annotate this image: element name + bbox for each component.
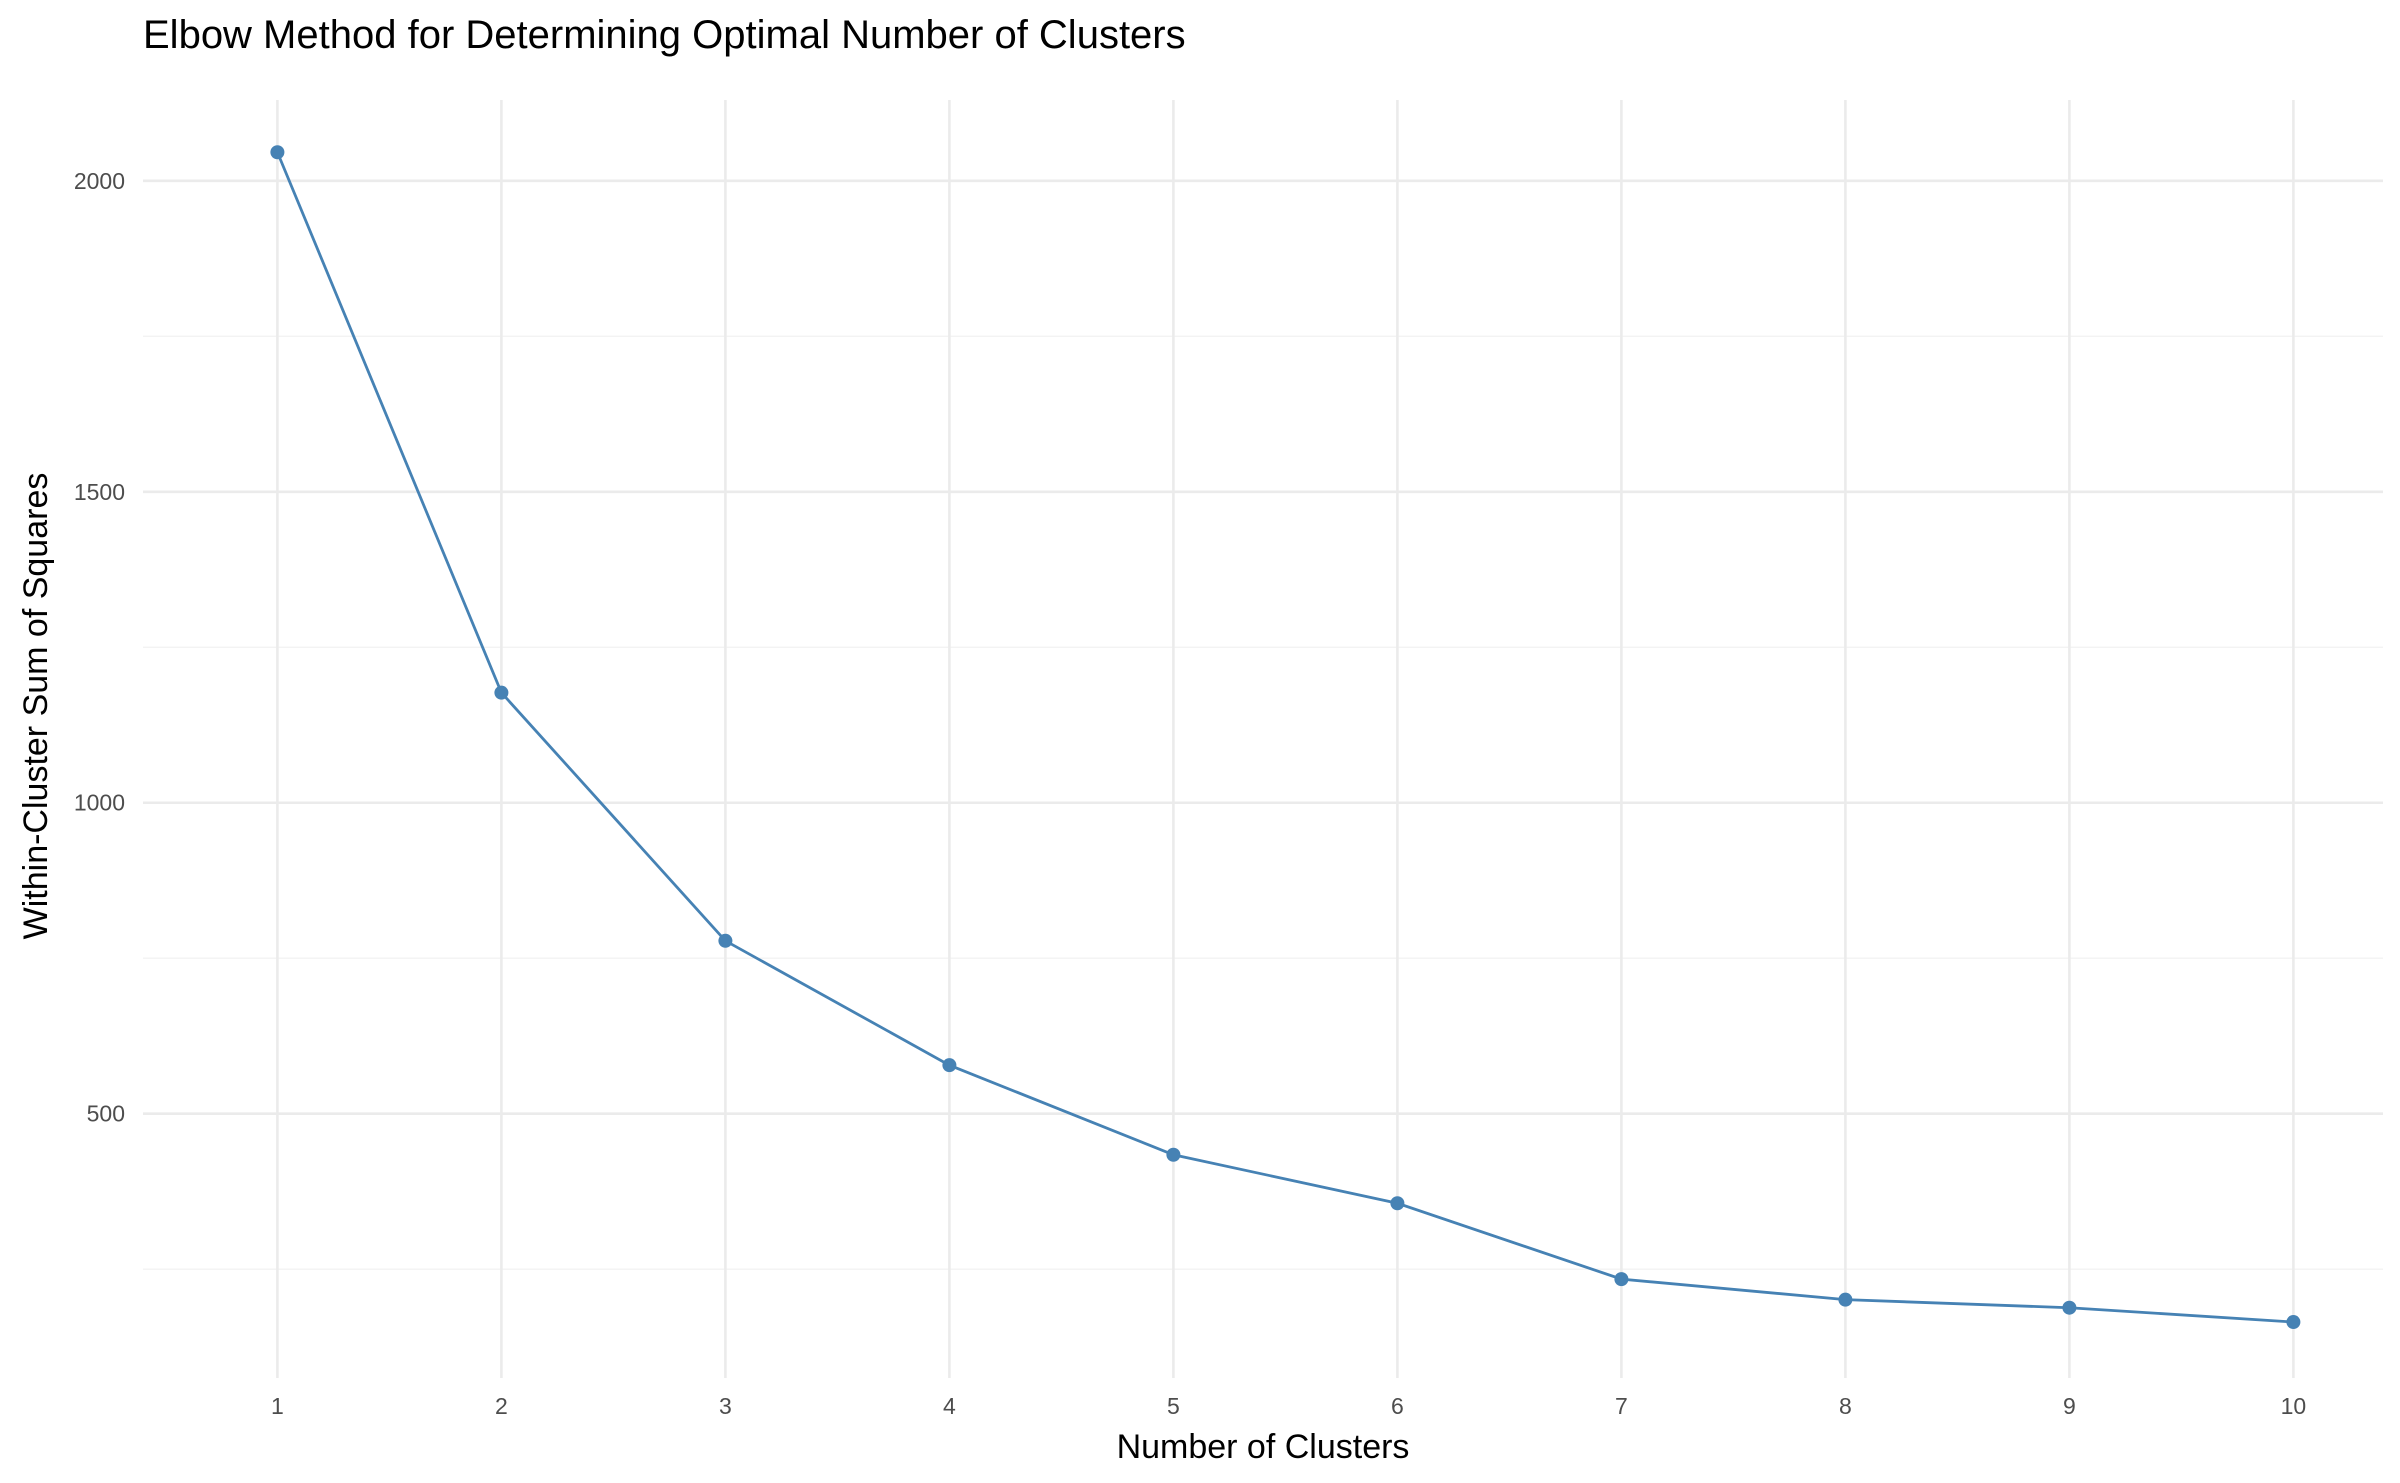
data-point bbox=[1838, 1292, 1853, 1307]
x-tick-label: 5 bbox=[1167, 1393, 1180, 1419]
x-tick-label: 3 bbox=[719, 1393, 732, 1419]
y-tick-label: 1000 bbox=[74, 790, 125, 816]
data-point bbox=[1614, 1272, 1629, 1287]
y-axis-ticks: 500 1000 1500 2000 bbox=[74, 168, 125, 1127]
x-axis-title: Number of Clusters bbox=[1117, 1428, 1410, 1466]
x-tick-label: 1 bbox=[271, 1393, 284, 1419]
grid-lines bbox=[143, 100, 2383, 1378]
wss-points bbox=[270, 145, 2301, 1330]
y-tick-label: 500 bbox=[87, 1101, 125, 1127]
data-point bbox=[270, 145, 285, 160]
x-tick-label: 10 bbox=[2281, 1393, 2307, 1419]
data-point bbox=[494, 685, 509, 700]
y-axis-title: Within-Cluster Sum of Squares bbox=[17, 473, 55, 940]
x-tick-label: 4 bbox=[943, 1393, 956, 1419]
data-point bbox=[942, 1058, 957, 1073]
data-point bbox=[2286, 1315, 2301, 1330]
data-point bbox=[1166, 1147, 1181, 1162]
x-tick-label: 2 bbox=[495, 1393, 508, 1419]
data-point bbox=[718, 933, 733, 948]
wss-line bbox=[276, 151, 2294, 1324]
x-tick-label: 6 bbox=[1391, 1393, 1404, 1419]
data-point bbox=[2062, 1300, 2077, 1315]
y-tick-label: 1500 bbox=[74, 479, 125, 505]
x-axis-ticks: 1 2 3 4 5 6 7 8 9 10 bbox=[271, 1393, 2306, 1419]
x-tick-label: 8 bbox=[1839, 1393, 1852, 1419]
x-tick-label: 7 bbox=[1615, 1393, 1628, 1419]
chart-title: Elbow Method for Determining Optimal Num… bbox=[143, 13, 1186, 57]
x-tick-label: 9 bbox=[2063, 1393, 2076, 1419]
data-point bbox=[1390, 1196, 1405, 1211]
y-tick-label: 2000 bbox=[74, 168, 125, 194]
